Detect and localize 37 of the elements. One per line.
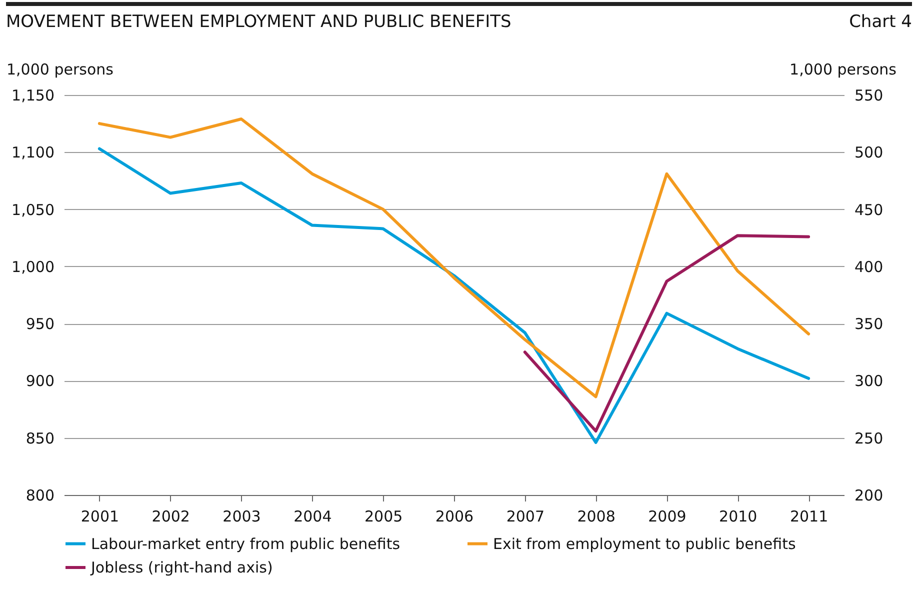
line-series: [98, 118, 810, 398]
y-tick-label: 950: [26, 315, 54, 334]
x-tick-label: 2001: [80, 508, 120, 526]
x-tick-label: 2009: [648, 508, 686, 526]
y2-tick-label: 350: [854, 315, 884, 334]
y-tick-label: 1,050: [12, 200, 54, 219]
x-tick-label: 2003: [222, 508, 261, 526]
x-tick-label: 2005: [364, 508, 403, 526]
legend-label: Labour-market entry from public benefits: [91, 534, 400, 553]
x-tick-label: 2002: [152, 508, 190, 526]
y2-tick-label: 300: [854, 372, 884, 390]
line-series: [98, 147, 810, 444]
x-tick-label: 2004: [294, 508, 332, 526]
x-tick-label: 2010: [719, 508, 758, 526]
y2-tick-label: 200: [854, 486, 884, 504]
x-tick-label: 2006: [435, 508, 474, 526]
caption: Chart 4: [849, 12, 912, 32]
y-tick-label: 800: [26, 486, 54, 504]
y2-tick-label: 500: [854, 144, 884, 162]
legend-label: Jobless (right-hand axis): [90, 558, 273, 576]
y2-tick-label: 550: [854, 86, 884, 104]
chart-title: MOVEMENT BETWEEN EMPLOYMENT AND PUBLIC BENEFITS: [6, 12, 512, 32]
y2-axis-title: 1,000 persons: [790, 60, 897, 78]
y-tick-label: 900: [26, 372, 54, 390]
y-axis-title: 1,000 persons: [6, 60, 114, 78]
y-tick-label: 1,150: [12, 86, 54, 104]
legend-label: Exit from employment to public benefits: [493, 534, 796, 553]
y2-tick-label: 400: [854, 258, 884, 276]
y2-tick-label: 250: [854, 429, 884, 448]
x-tick-label: 2011: [790, 508, 828, 526]
line-series: [523, 234, 810, 432]
y2-tick-label: 450: [854, 200, 884, 219]
y-tick-label: 850: [26, 429, 54, 448]
y-tick-label: 1,100: [12, 144, 54, 162]
x-tick-label: 2008: [577, 508, 616, 526]
x-tick-label: 2007: [506, 508, 545, 526]
y-tick-label: 1,000: [12, 258, 54, 276]
